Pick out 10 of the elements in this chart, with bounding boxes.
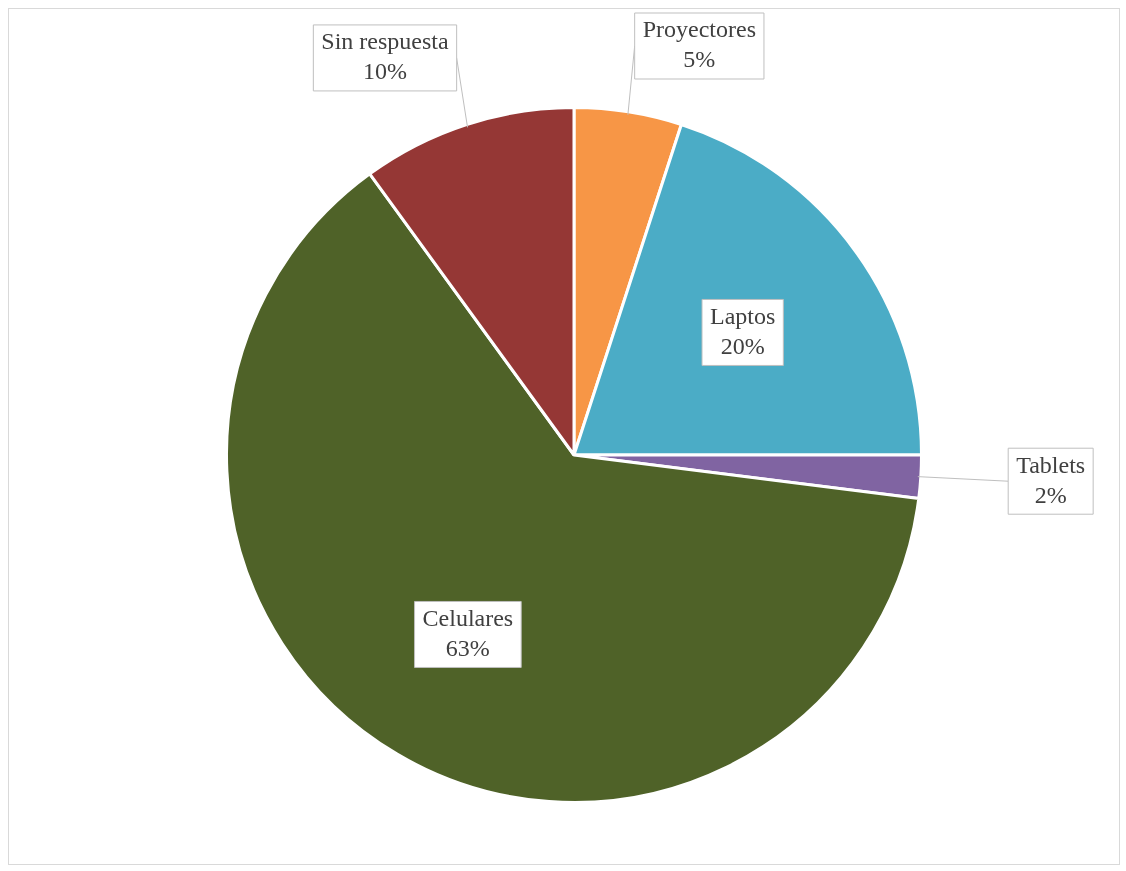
slice-label: Laptos [710, 302, 776, 329]
data-label: 20% [720, 332, 765, 359]
data-label: 2% [1034, 481, 1067, 508]
slice-label: Celulares [422, 604, 514, 631]
slice-label: Proyectores [642, 16, 756, 43]
data-label: 10% [362, 58, 407, 85]
data-label: 5% [683, 46, 716, 73]
slice-label: Tablets [1016, 451, 1086, 478]
data-label: 63% [445, 634, 490, 661]
slice-label: Sin respuesta [321, 28, 449, 55]
